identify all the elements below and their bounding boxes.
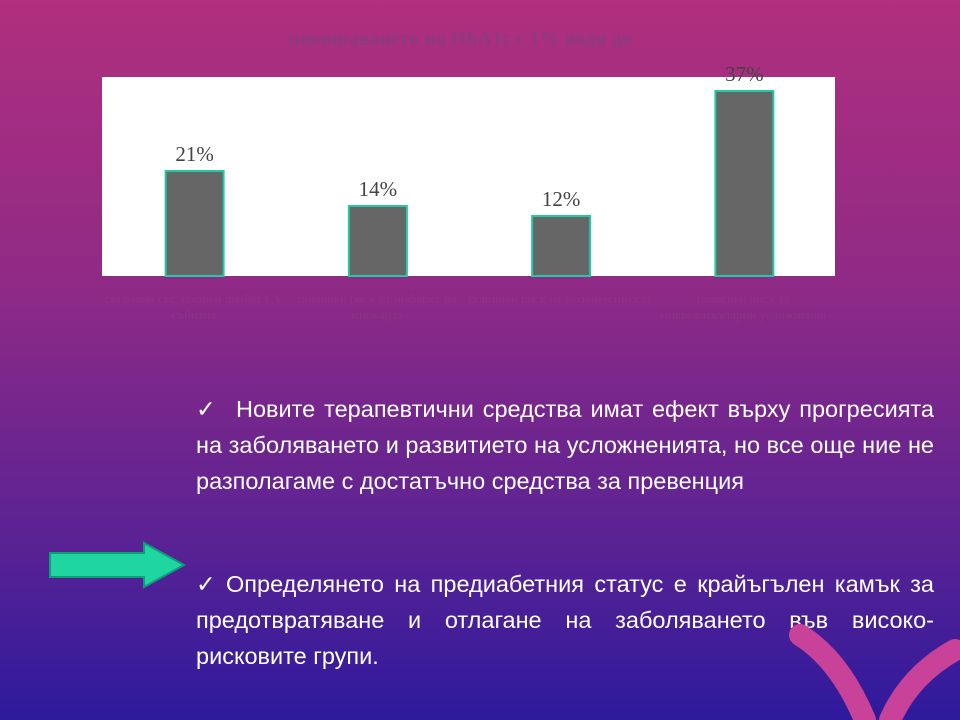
checkmark-icon: ✓	[196, 571, 216, 597]
bullet-text-1: Новите терапевтични средства имат ефект …	[196, 396, 934, 494]
data-label-1: 21%	[175, 142, 214, 166]
bar-chart: 21% 14% 12% 37%	[164, 62, 775, 277]
bullet-item-1: ✓ Новите терапевтични средства имат ефект…	[196, 391, 934, 499]
data-label-2: 14%	[359, 177, 398, 201]
category-label-3: повишен риск от мозъчен инсулт	[468, 291, 652, 306]
data-label-4: 37%	[725, 62, 764, 86]
checkmark-icon: ✓	[196, 396, 216, 422]
bar-2	[347, 205, 408, 277]
decorative-logo-icon	[789, 624, 960, 720]
category-label-4: повишен риск за микроваскуларни усложнен…	[659, 291, 827, 322]
category-label-2: повишен риск от инфаркт на миокарда	[297, 291, 457, 322]
chart-title: повишаването на HbA1c с 1% води до	[288, 28, 632, 50]
bullet-text-2: Определянето на предиабетния статус е кр…	[196, 571, 934, 669]
data-label-3: 12%	[542, 187, 581, 211]
bar-3	[531, 215, 592, 277]
bar-1	[164, 170, 225, 277]
right-arrow-icon	[49, 541, 187, 589]
bar-4	[714, 90, 775, 277]
category-label-1: свързани със захарен диабет CV събития	[104, 291, 284, 322]
bullet-item-2: ✓ Определянето на предиабетния статус е к…	[196, 566, 934, 674]
